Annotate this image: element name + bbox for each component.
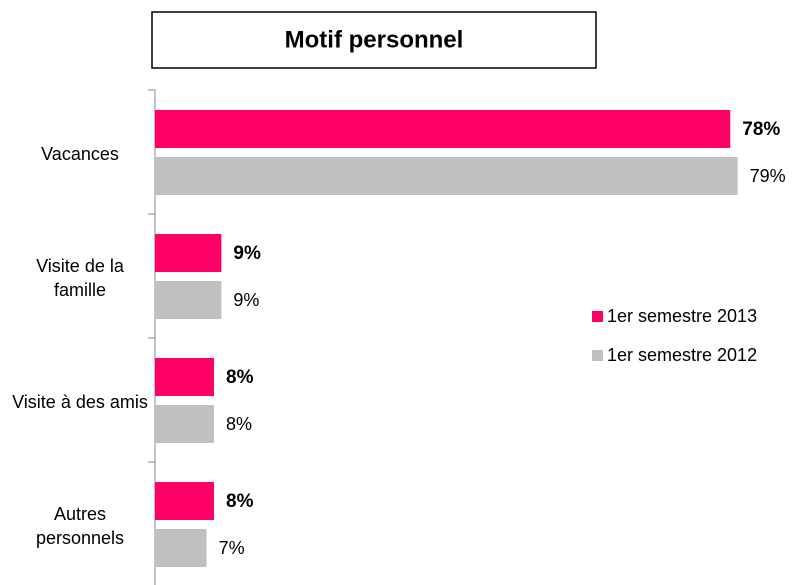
legend-swatch [592,311,603,322]
value-label: 8% [226,491,254,512]
category-label: Visite à des amis [12,392,148,412]
bar [155,482,214,520]
value-label: 79% [750,166,786,186]
value-label: 9% [233,290,259,310]
bar [155,405,214,443]
bar [155,157,738,195]
bar [155,358,214,396]
legend-swatch [592,350,603,361]
bar [155,529,207,567]
legend-label: 1er semestre 2013 [607,306,757,326]
legend-label: 1er semestre 2012 [607,345,757,365]
value-label: 8% [226,367,254,388]
category-label: Vacances [41,144,119,164]
chart-title: Motif personnel [285,26,464,53]
bar [155,281,222,319]
category-label: Visite de la famille [36,256,124,300]
title-box [151,11,597,69]
value-label: 9% [233,243,261,264]
value-label: 7% [219,538,245,558]
bar [155,234,222,272]
bar [155,110,731,148]
category-label: Autres personnels [35,504,125,548]
value-label: 78% [742,119,780,140]
value-label: 8% [226,414,252,434]
